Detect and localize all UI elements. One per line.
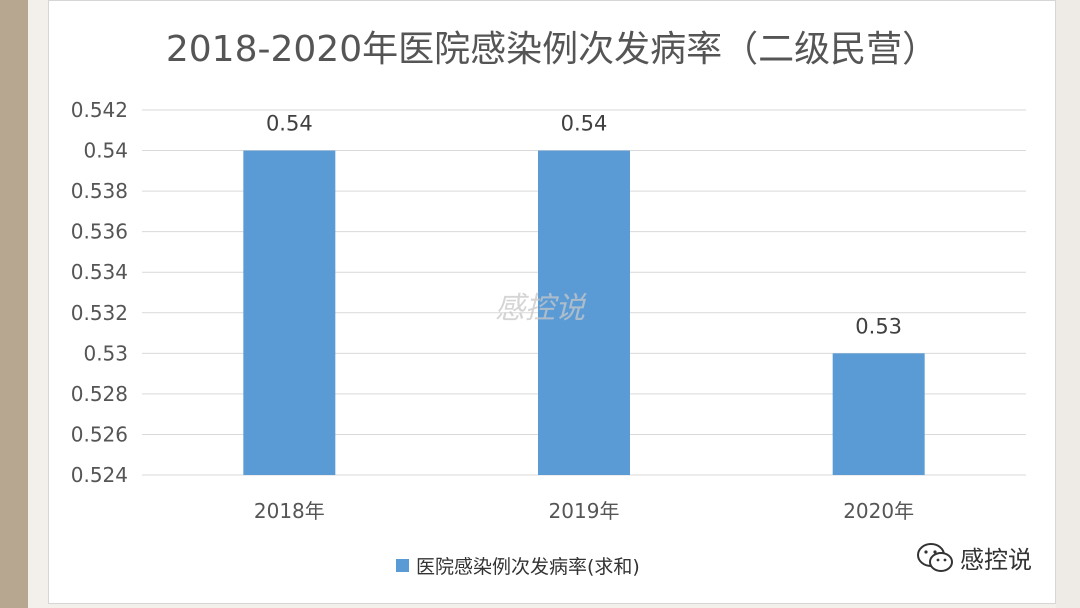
y-tick-label: 0.528	[71, 382, 128, 406]
y-tick-label: 0.538	[71, 179, 128, 203]
x-tick-label: 2019年	[549, 499, 620, 523]
chart-watermark: 感控说	[495, 291, 587, 326]
data-label: 0.53	[855, 314, 902, 338]
bar-2020年	[832, 353, 925, 475]
legend-swatch	[396, 559, 409, 572]
x-tick-label: 2020年	[843, 499, 914, 523]
y-tick-label: 0.524	[71, 463, 128, 487]
data-label: 0.54	[561, 112, 608, 136]
chart-title: 2018-2020年医院感染例次发病率（二级民营）	[165, 29, 939, 70]
x-tick-label: 2018年	[254, 499, 325, 523]
y-tick-label: 0.526	[71, 422, 128, 446]
bar-2018年	[243, 150, 336, 476]
wechat-icon	[917, 542, 953, 572]
right-background	[1056, 0, 1080, 608]
data-label: 0.54	[266, 112, 313, 136]
y-tick-label: 0.536	[71, 220, 128, 244]
left-border-strip	[0, 0, 28, 608]
account-name: 感控说	[960, 546, 1032, 574]
legend-label: 医院感染例次发病率(求和)	[416, 556, 640, 578]
bar-2019年	[538, 150, 630, 476]
wechat-account-mark: 感控说	[916, 540, 1032, 575]
y-tick-label: 0.534	[71, 260, 128, 284]
y-tick-label: 0.532	[71, 301, 128, 325]
y-tick-label: 0.53	[83, 341, 128, 365]
y-tick-label: 0.54	[83, 139, 128, 163]
y-tick-label: 0.542	[71, 98, 128, 122]
